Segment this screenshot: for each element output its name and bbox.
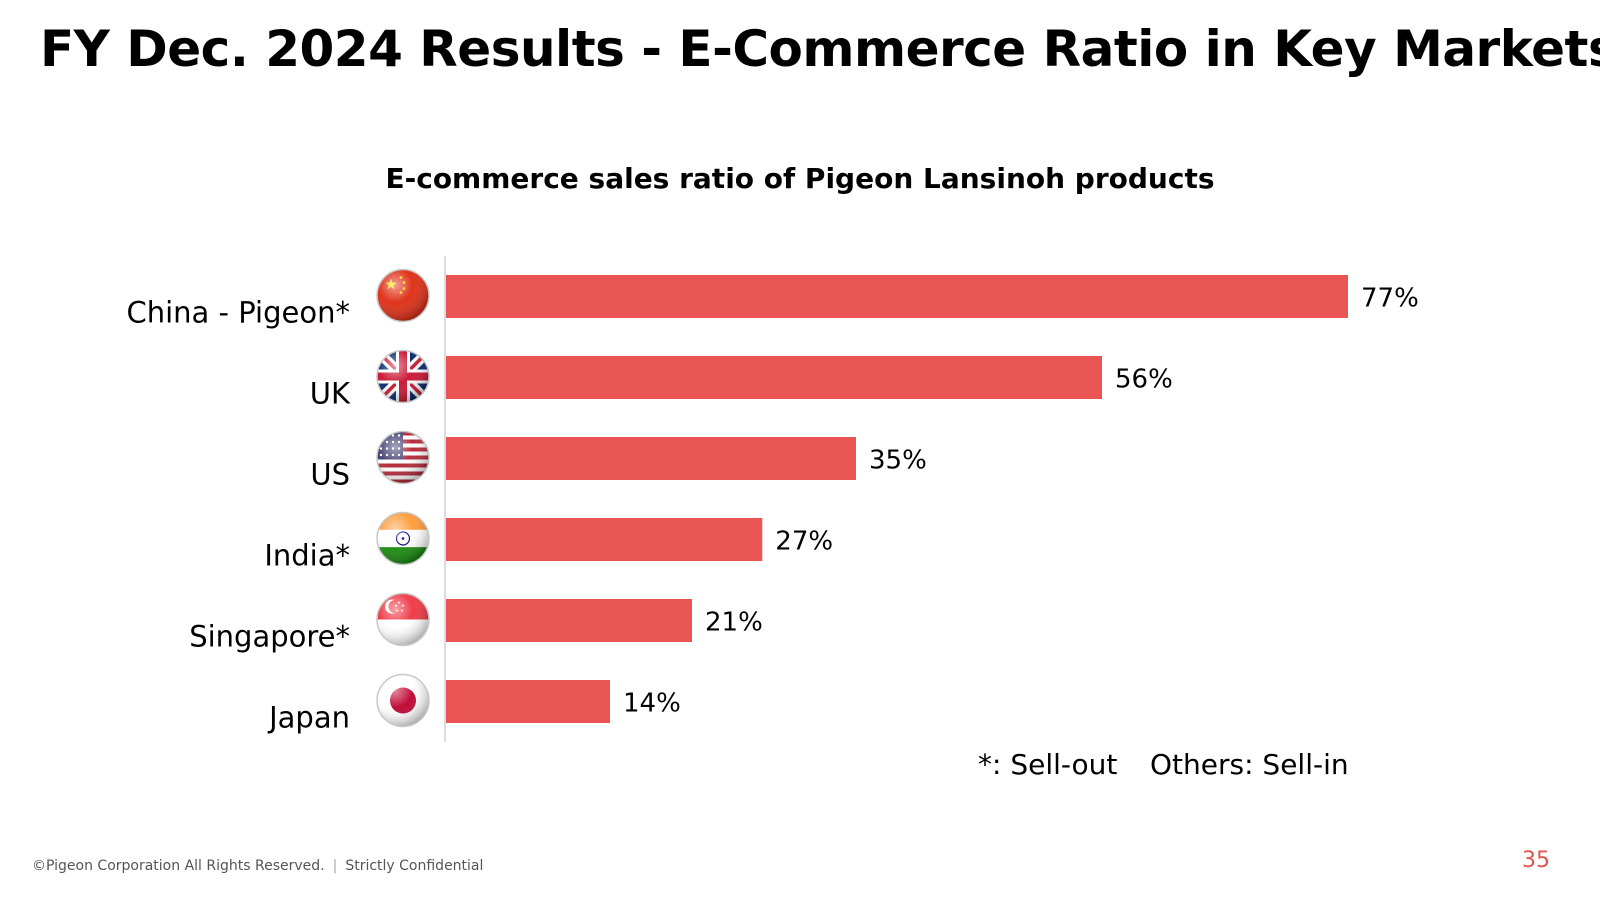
bar-3 <box>446 518 763 561</box>
category-label-2: US <box>310 458 350 492</box>
bar-4 <box>446 599 692 642</box>
value-label-3: 27% <box>775 527 833 557</box>
note-sell-out: *: Sell-out <box>978 748 1118 781</box>
chart-title: E-commerce sales ratio of Pigeon Lansino… <box>385 162 1215 195</box>
value-label-2: 35% <box>869 446 927 476</box>
footer: ©Pigeon Corporation All Rights Reserved.… <box>32 858 483 874</box>
china-flag-icon <box>376 268 430 323</box>
singapore-flag-icon <box>376 592 430 647</box>
page-number: 35 <box>1522 848 1550 873</box>
bar-0 <box>446 275 1348 318</box>
bar-5 <box>446 680 610 723</box>
india-flag-icon <box>376 511 430 566</box>
category-label-4: Singapore* <box>189 620 350 654</box>
us-flag-icon <box>376 430 430 485</box>
category-label-0: China - Pigeon* <box>126 296 350 330</box>
japan-flag-icon <box>376 673 430 728</box>
bar-1 <box>446 356 1102 399</box>
slide-title: FY Dec. 2024 Results - E-Commerce Ratio … <box>40 20 1600 78</box>
footer-separator: | <box>332 858 338 874</box>
copyright-text: ©Pigeon Corporation All Rights Reserved. <box>32 858 325 874</box>
bar-2 <box>446 437 856 480</box>
uk-flag-icon <box>376 349 430 404</box>
category-label-3: India* <box>264 539 350 573</box>
value-label-0: 77% <box>1361 284 1419 314</box>
confidential-text: Strictly Confidential <box>345 858 484 874</box>
value-label-5: 14% <box>623 689 681 719</box>
note-sell-in: Others: Sell-in <box>1150 748 1349 781</box>
category-label-5: Japan <box>267 701 350 735</box>
category-label-1: UK <box>310 377 351 411</box>
value-label-1: 56% <box>1115 365 1173 395</box>
value-label-4: 21% <box>705 608 763 638</box>
